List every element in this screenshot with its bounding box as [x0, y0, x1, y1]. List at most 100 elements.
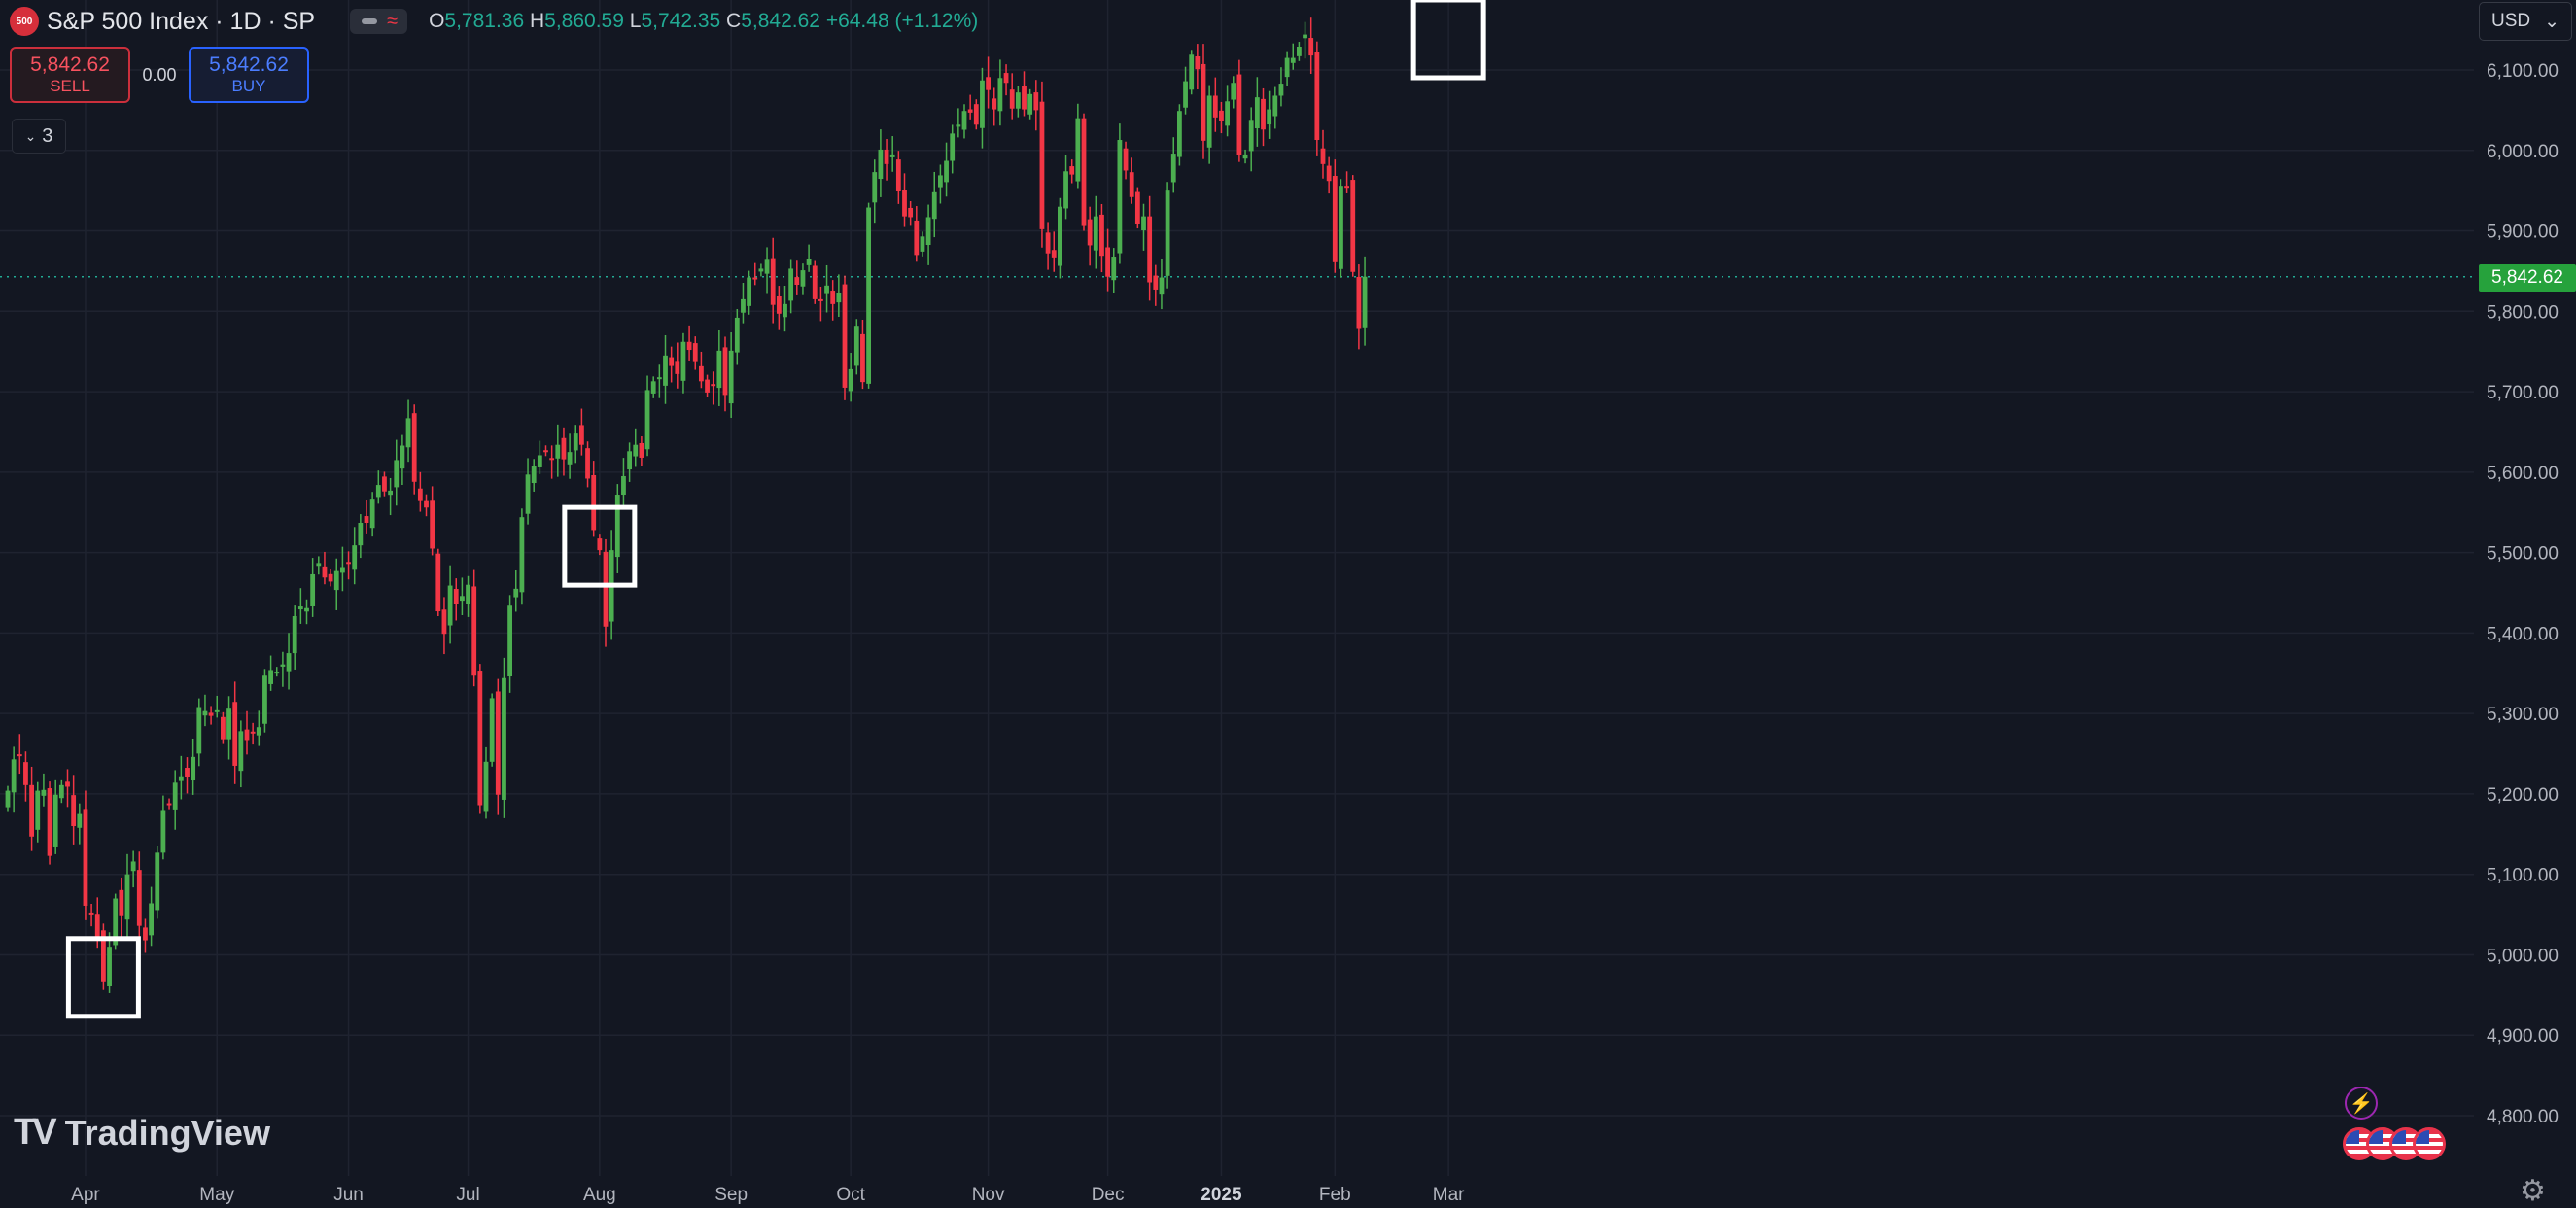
candle-body — [316, 563, 322, 567]
currency-label: USD — [2491, 11, 2531, 31]
y-tick-label: 5,500.00 — [2487, 544, 2559, 565]
candle-body — [130, 861, 136, 872]
candle — [650, 376, 656, 398]
candle-body — [741, 298, 746, 313]
candle — [728, 331, 734, 418]
candle — [992, 87, 997, 126]
candle — [369, 492, 375, 537]
candle-body — [71, 795, 77, 827]
candle-body — [1278, 84, 1284, 96]
candle — [424, 494, 429, 517]
candle-body — [878, 149, 884, 180]
candle — [88, 903, 94, 927]
candle-body — [806, 259, 812, 265]
candle-body — [280, 664, 286, 667]
economic-events[interactable] — [2343, 1127, 2446, 1160]
candle-body — [155, 852, 160, 911]
candle-body — [471, 586, 477, 676]
candle-body — [23, 762, 28, 785]
buy-button[interactable]: 5,842.62 BUY — [189, 47, 309, 103]
currency-select[interactable]: USD ⌄ — [2479, 2, 2572, 41]
candle-body — [460, 596, 465, 602]
candle-body — [119, 889, 124, 916]
x-tick-label: 2025 — [1201, 1185, 1242, 1205]
candle — [23, 751, 28, 802]
candle-body — [680, 341, 686, 381]
candle-body — [621, 475, 626, 496]
candle-body — [1320, 148, 1326, 164]
candle — [77, 803, 83, 845]
candle — [274, 667, 280, 677]
indicators-collapse-button[interactable]: ⌄ 3 — [12, 119, 66, 154]
candle — [71, 775, 77, 845]
candle — [1212, 77, 1218, 132]
candle-body — [340, 567, 345, 573]
candle-body — [1123, 148, 1129, 171]
candle-body — [692, 343, 698, 362]
candle — [1267, 90, 1272, 139]
candle — [495, 678, 501, 815]
eye-icon[interactable] — [362, 18, 378, 24]
x-tick-label: Aug — [583, 1185, 616, 1205]
gear-icon[interactable]: ⚙ — [2520, 1175, 2546, 1207]
candle — [208, 706, 214, 725]
candle-body — [94, 914, 100, 938]
candle-body — [1201, 63, 1206, 141]
candle-body — [705, 379, 710, 393]
indicator-toggles[interactable]: ≈ — [350, 9, 408, 34]
us-flag-icon[interactable] — [2343, 1127, 2376, 1160]
candle-body — [686, 341, 692, 351]
candle — [1022, 71, 1027, 117]
candle — [405, 399, 411, 463]
candle-body — [914, 220, 920, 256]
candle-body — [956, 124, 961, 127]
candle-body — [555, 444, 561, 459]
candle-body — [1212, 95, 1218, 118]
candle — [441, 597, 447, 655]
candle — [961, 104, 967, 139]
candle-body — [842, 284, 848, 388]
candle-body — [728, 350, 734, 404]
candle — [1290, 43, 1296, 70]
candle — [214, 695, 220, 718]
candle-body — [627, 451, 632, 470]
wave-icon[interactable]: ≈ — [387, 10, 399, 32]
candle — [113, 893, 119, 950]
candle — [776, 286, 782, 330]
candle-body — [1141, 216, 1146, 231]
candle — [346, 551, 351, 580]
sell-button[interactable]: 5,842.62 SELL — [10, 47, 130, 103]
candle — [675, 342, 680, 389]
candle — [519, 508, 525, 605]
x-tick-label: Nov — [972, 1185, 1005, 1205]
candle-body — [143, 927, 148, 941]
candle — [1242, 149, 1248, 164]
x-tick-label: Jul — [456, 1185, 479, 1205]
candle — [1362, 256, 1368, 346]
candle-body — [394, 460, 400, 488]
candle — [382, 471, 387, 497]
buy-label: BUY — [231, 77, 266, 95]
candle-body — [543, 450, 548, 453]
x-tick-label: Sep — [714, 1185, 748, 1205]
candle — [1308, 17, 1314, 74]
candle — [47, 781, 52, 865]
candle-body — [185, 768, 190, 777]
candle — [902, 173, 907, 227]
candle — [931, 171, 937, 238]
candle-body — [549, 458, 555, 461]
candle-body — [250, 731, 256, 734]
candle — [591, 461, 597, 537]
tradingview-logo[interactable]: TV TradingView — [14, 1112, 270, 1154]
sell-price: 5,842.62 — [30, 53, 110, 76]
candle-body — [663, 355, 668, 386]
candle — [1236, 59, 1242, 162]
candle-body — [29, 784, 34, 837]
candle-body — [1344, 186, 1349, 189]
us-flag-icon[interactable] — [2413, 1127, 2446, 1160]
flash-icon[interactable]: ⚡ — [2345, 1087, 2378, 1120]
candle — [101, 923, 106, 990]
ohlc-values: O5,781.36 H5,860.59 L5,742.35 C5,842.62 … — [429, 10, 979, 32]
symbol-title[interactable]: S&P 500 Index · 1D · SP — [47, 7, 316, 35]
